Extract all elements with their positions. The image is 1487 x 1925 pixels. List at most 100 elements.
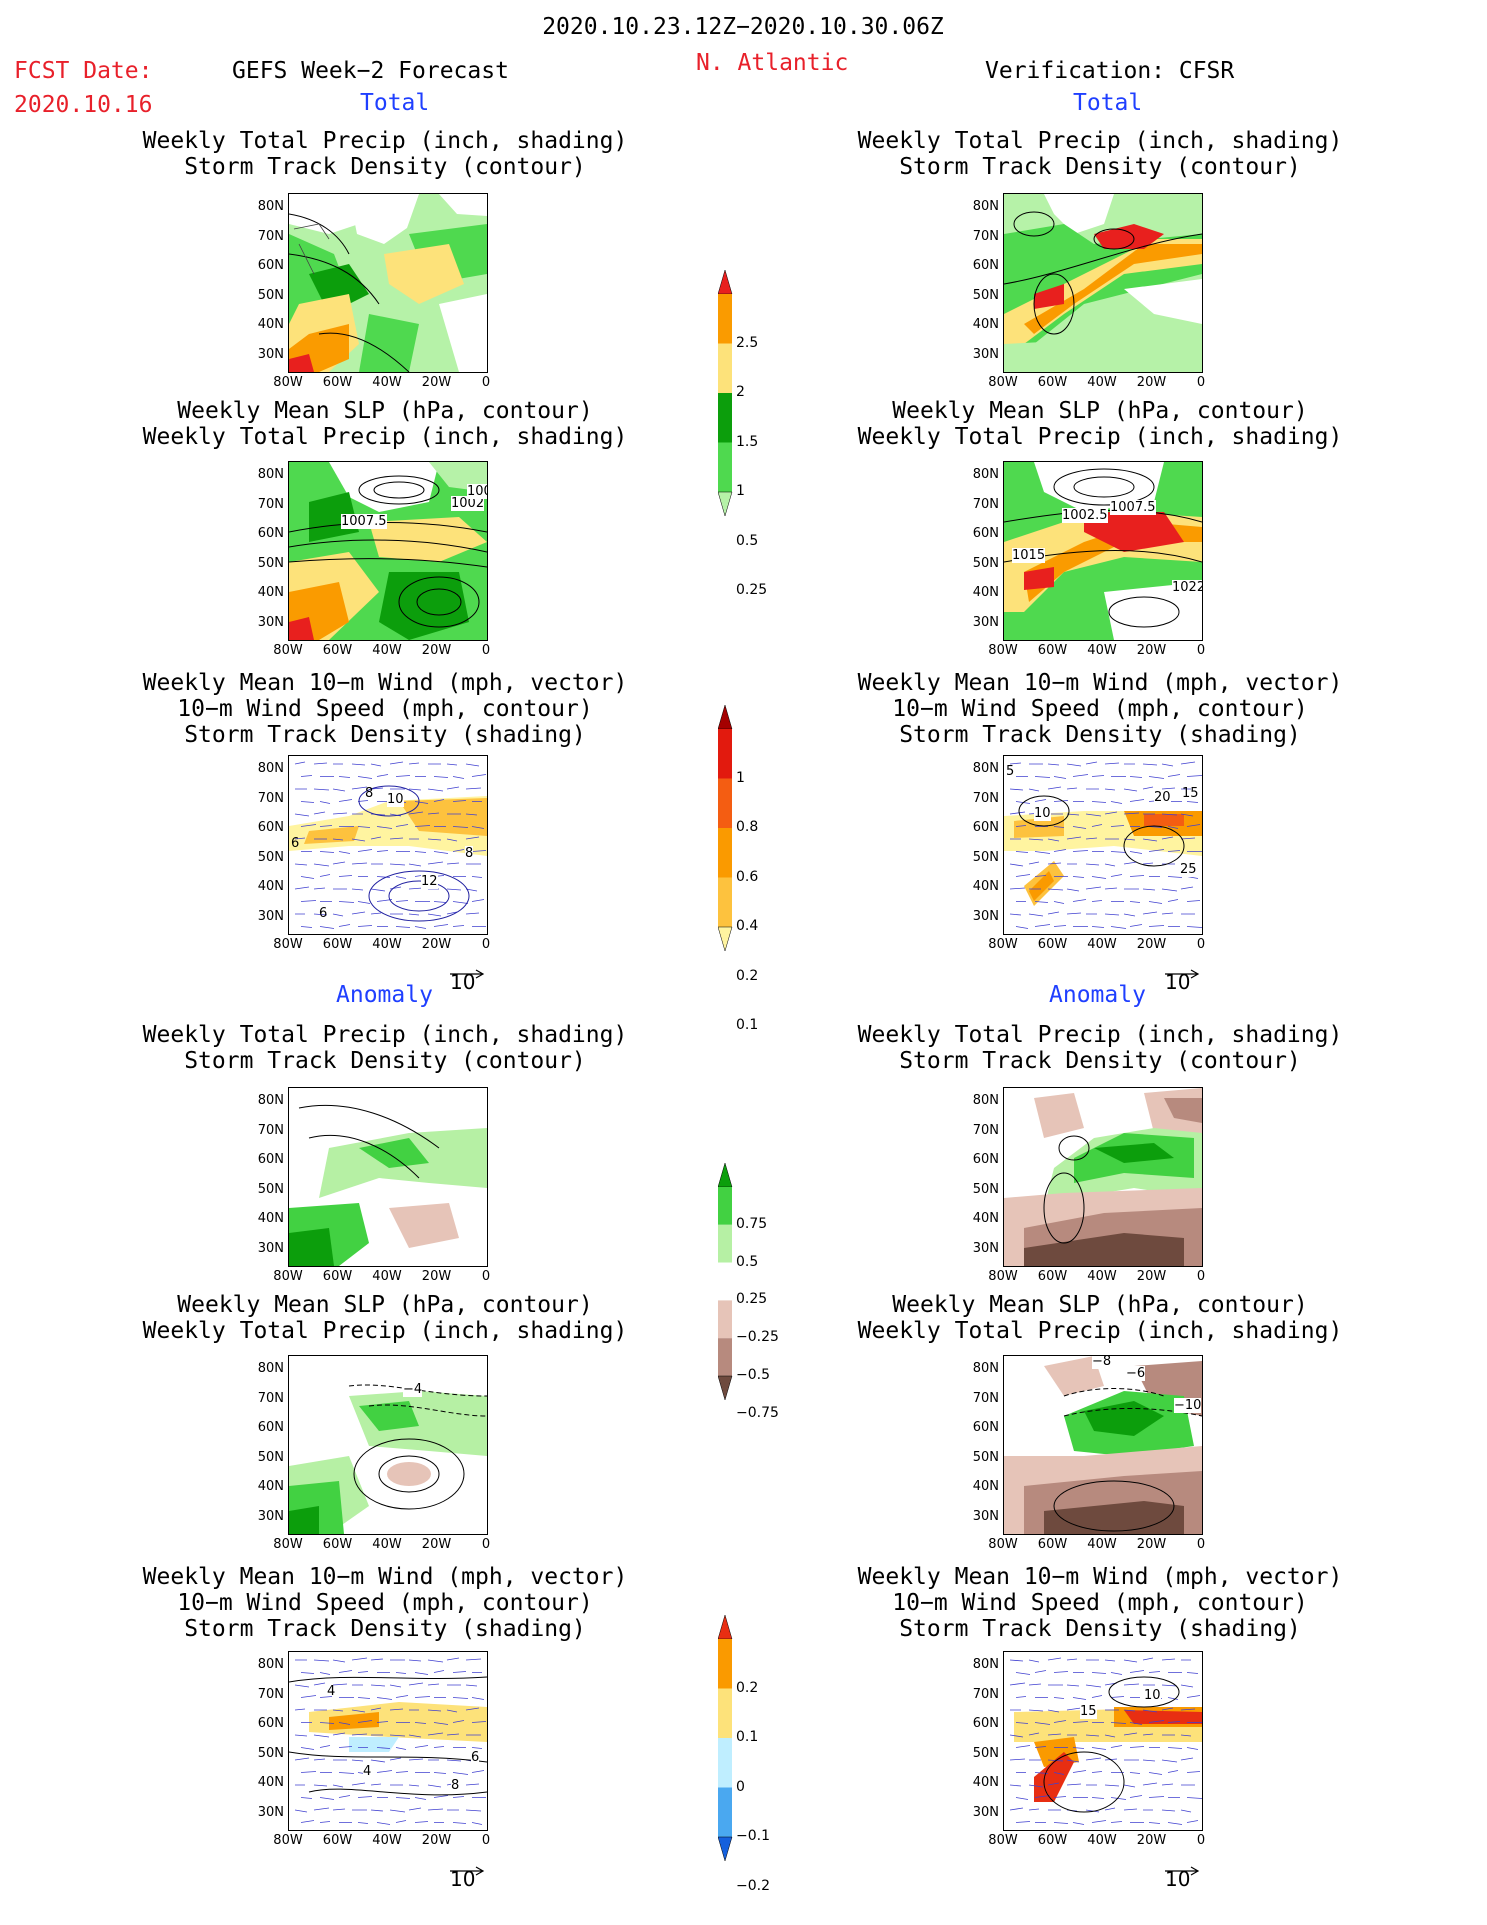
colorbar-segment	[718, 1787, 732, 1837]
contour-label: 100	[467, 484, 487, 499]
colorbar-label: 0.25	[736, 582, 768, 598]
lon-tick-label: 40W	[1087, 937, 1117, 952]
lon-tick-label: 20W	[1136, 1269, 1167, 1284]
contour-label: 20	[1154, 790, 1171, 805]
map-panel3-gefs: 10 8 8 12 6 6	[288, 755, 488, 935]
colorbar-label: 0	[736, 1778, 745, 1795]
colorbar-bottom-arrow	[718, 1836, 733, 1862]
fcst-date-value: 2020.10.16	[14, 92, 153, 118]
lon-tick-label: 0	[1196, 1269, 1206, 1284]
lon-tick-label: 0	[1196, 375, 1206, 390]
lat-tick-label: 80N	[972, 1657, 999, 1672]
colorbar-segment	[718, 1224, 732, 1263]
lat-tick-label: 50N	[972, 849, 999, 865]
lon-tick-label: 80W	[273, 937, 303, 952]
lat-tick-label: 50N	[257, 287, 284, 303]
left-column-title: GEFS Week−2 Forecast	[232, 58, 509, 84]
contour-label: 8	[465, 846, 474, 861]
lat-tick-label: 30N	[972, 1240, 999, 1256]
lat-tick-label: 80N	[972, 761, 999, 776]
panel3-gefs-title3: Storm Track Density (shading)	[184, 722, 586, 748]
lon-tick-label: 40W	[372, 1537, 402, 1552]
lon-tick-label: 0	[1196, 643, 1206, 658]
lat-tick-label: 30N	[257, 346, 284, 362]
lat-tick-label: 50N	[972, 555, 999, 571]
lon-tick-label: 0	[481, 937, 491, 952]
fcst-date-label: FCST Date:	[14, 58, 153, 84]
panel2-cfsr-title1: Weekly Mean SLP (hPa, contour)	[892, 398, 1308, 424]
map-panel4-gefs	[288, 1087, 488, 1267]
colorbar-segment	[718, 1338, 732, 1376]
colorbar-label: 0.8	[736, 819, 759, 835]
contour-label: 12	[421, 874, 438, 889]
lon-tick-label: 20W	[421, 937, 452, 952]
contour-label: 25	[1180, 862, 1197, 877]
panel6-cfsr-title2: 10−m Wind Speed (mph, contour)	[892, 1590, 1308, 1616]
lat-tick-label: 80N	[972, 1361, 999, 1376]
contour-label: 10	[1034, 806, 1051, 821]
panel3-cfsr-title1: Weekly Mean 10−m Wind (mph, vector)	[857, 670, 1343, 696]
lon-tick-label: 0	[1196, 937, 1206, 952]
lat-tick-label: 70N	[972, 496, 999, 512]
contour-label: 1002.5	[1062, 508, 1108, 523]
wind-vectors	[294, 761, 487, 929]
lat-tick-label: 70N	[972, 790, 999, 806]
lat-tick-label: 30N	[257, 1804, 284, 1820]
panel2-gefs-title1: Weekly Mean SLP (hPa, contour)	[177, 398, 593, 424]
colorbar-label: −0.5	[736, 1367, 770, 1383]
panel6-gefs-title2: 10−m Wind Speed (mph, contour)	[177, 1590, 593, 1616]
lat-tick-label: 50N	[257, 1181, 284, 1197]
lat-tick-label: 60N	[972, 1716, 999, 1731]
lon-tick-label: 80W	[988, 643, 1018, 658]
wind-vectors	[1009, 761, 1202, 929]
region-title: N. Atlantic	[696, 50, 849, 76]
lat-tick-label: 30N	[972, 1508, 999, 1524]
colorbar-top-arrow	[718, 1615, 733, 1640]
colorbar-label: 1	[736, 769, 745, 786]
contour-label: −6	[1126, 1366, 1146, 1381]
lon-tick-label: 80W	[273, 1833, 303, 1848]
lat-tick-label: 80N	[257, 761, 284, 776]
colorbar-label: 0.4	[736, 918, 759, 934]
lon-tick-label: 40W	[1087, 643, 1117, 658]
lat-tick-label: 70N	[257, 1390, 284, 1406]
colorbar-label: 0.1	[736, 1017, 759, 1033]
lat-tick-label: 50N	[257, 555, 284, 571]
lat-tick-label: 40N	[257, 879, 284, 894]
lat-tick-label: 50N	[257, 1745, 284, 1761]
panel2-cfsr-title2: Weekly Total Precip (inch, shading)	[857, 424, 1343, 450]
contour-label: 4	[363, 1764, 372, 1779]
contour-label: 10	[387, 792, 404, 807]
contour-label: −4	[403, 1382, 423, 1397]
panel6-cfsr-title1: Weekly Mean 10−m Wind (mph, vector)	[857, 1564, 1343, 1590]
colorbar-bottom-arrow	[718, 491, 733, 517]
lon-tick-label: 60W	[322, 1833, 353, 1848]
lon-tick-label: 20W	[1136, 1833, 1167, 1848]
panel5-cfsr-title2: Weekly Total Precip (inch, shading)	[857, 1318, 1343, 1344]
contour-label: 8	[365, 786, 374, 801]
lon-tick-label: 20W	[1136, 643, 1167, 658]
lat-tick-label: 40N	[257, 585, 284, 600]
panel3-gefs-title2: 10−m Wind Speed (mph, contour)	[177, 696, 593, 722]
period-title: 2020.10.23.12Z−2020.10.30.06Z	[542, 14, 944, 40]
contour-label: 1007.5	[341, 514, 387, 529]
lon-tick-label: 20W	[421, 375, 452, 390]
lon-tick-label: 20W	[421, 1269, 452, 1284]
lat-tick-label: 70N	[257, 228, 284, 244]
colorbar-label: 2.5	[736, 334, 759, 351]
lat-tick-label: 60N	[257, 820, 284, 835]
map-panel3-cfsr: 5 10 20 15 25	[1003, 755, 1203, 935]
panel1-gefs-title1: Weekly Total Precip (inch, shading)	[142, 128, 628, 154]
section-anomaly-left: Anomaly	[336, 982, 433, 1008]
lon-tick-label: 60W	[1037, 1833, 1068, 1848]
colorbar-label: −0.25	[736, 1329, 779, 1346]
colorbar-label: 0.2	[736, 1679, 759, 1696]
colorbar-segment	[718, 393, 732, 443]
map-panel6-cfsr: 15 10	[1003, 1651, 1203, 1831]
contour-label: 1007.5	[1110, 500, 1156, 515]
panel4-gefs-title2: Storm Track Density (contour)	[184, 1048, 586, 1074]
lon-tick-label: 60W	[322, 937, 353, 952]
lat-tick-label: 70N	[257, 790, 284, 806]
vector-ref-panel6-cfsr: 10	[1165, 1857, 1200, 1891]
section-total-right: Total	[1073, 90, 1143, 116]
